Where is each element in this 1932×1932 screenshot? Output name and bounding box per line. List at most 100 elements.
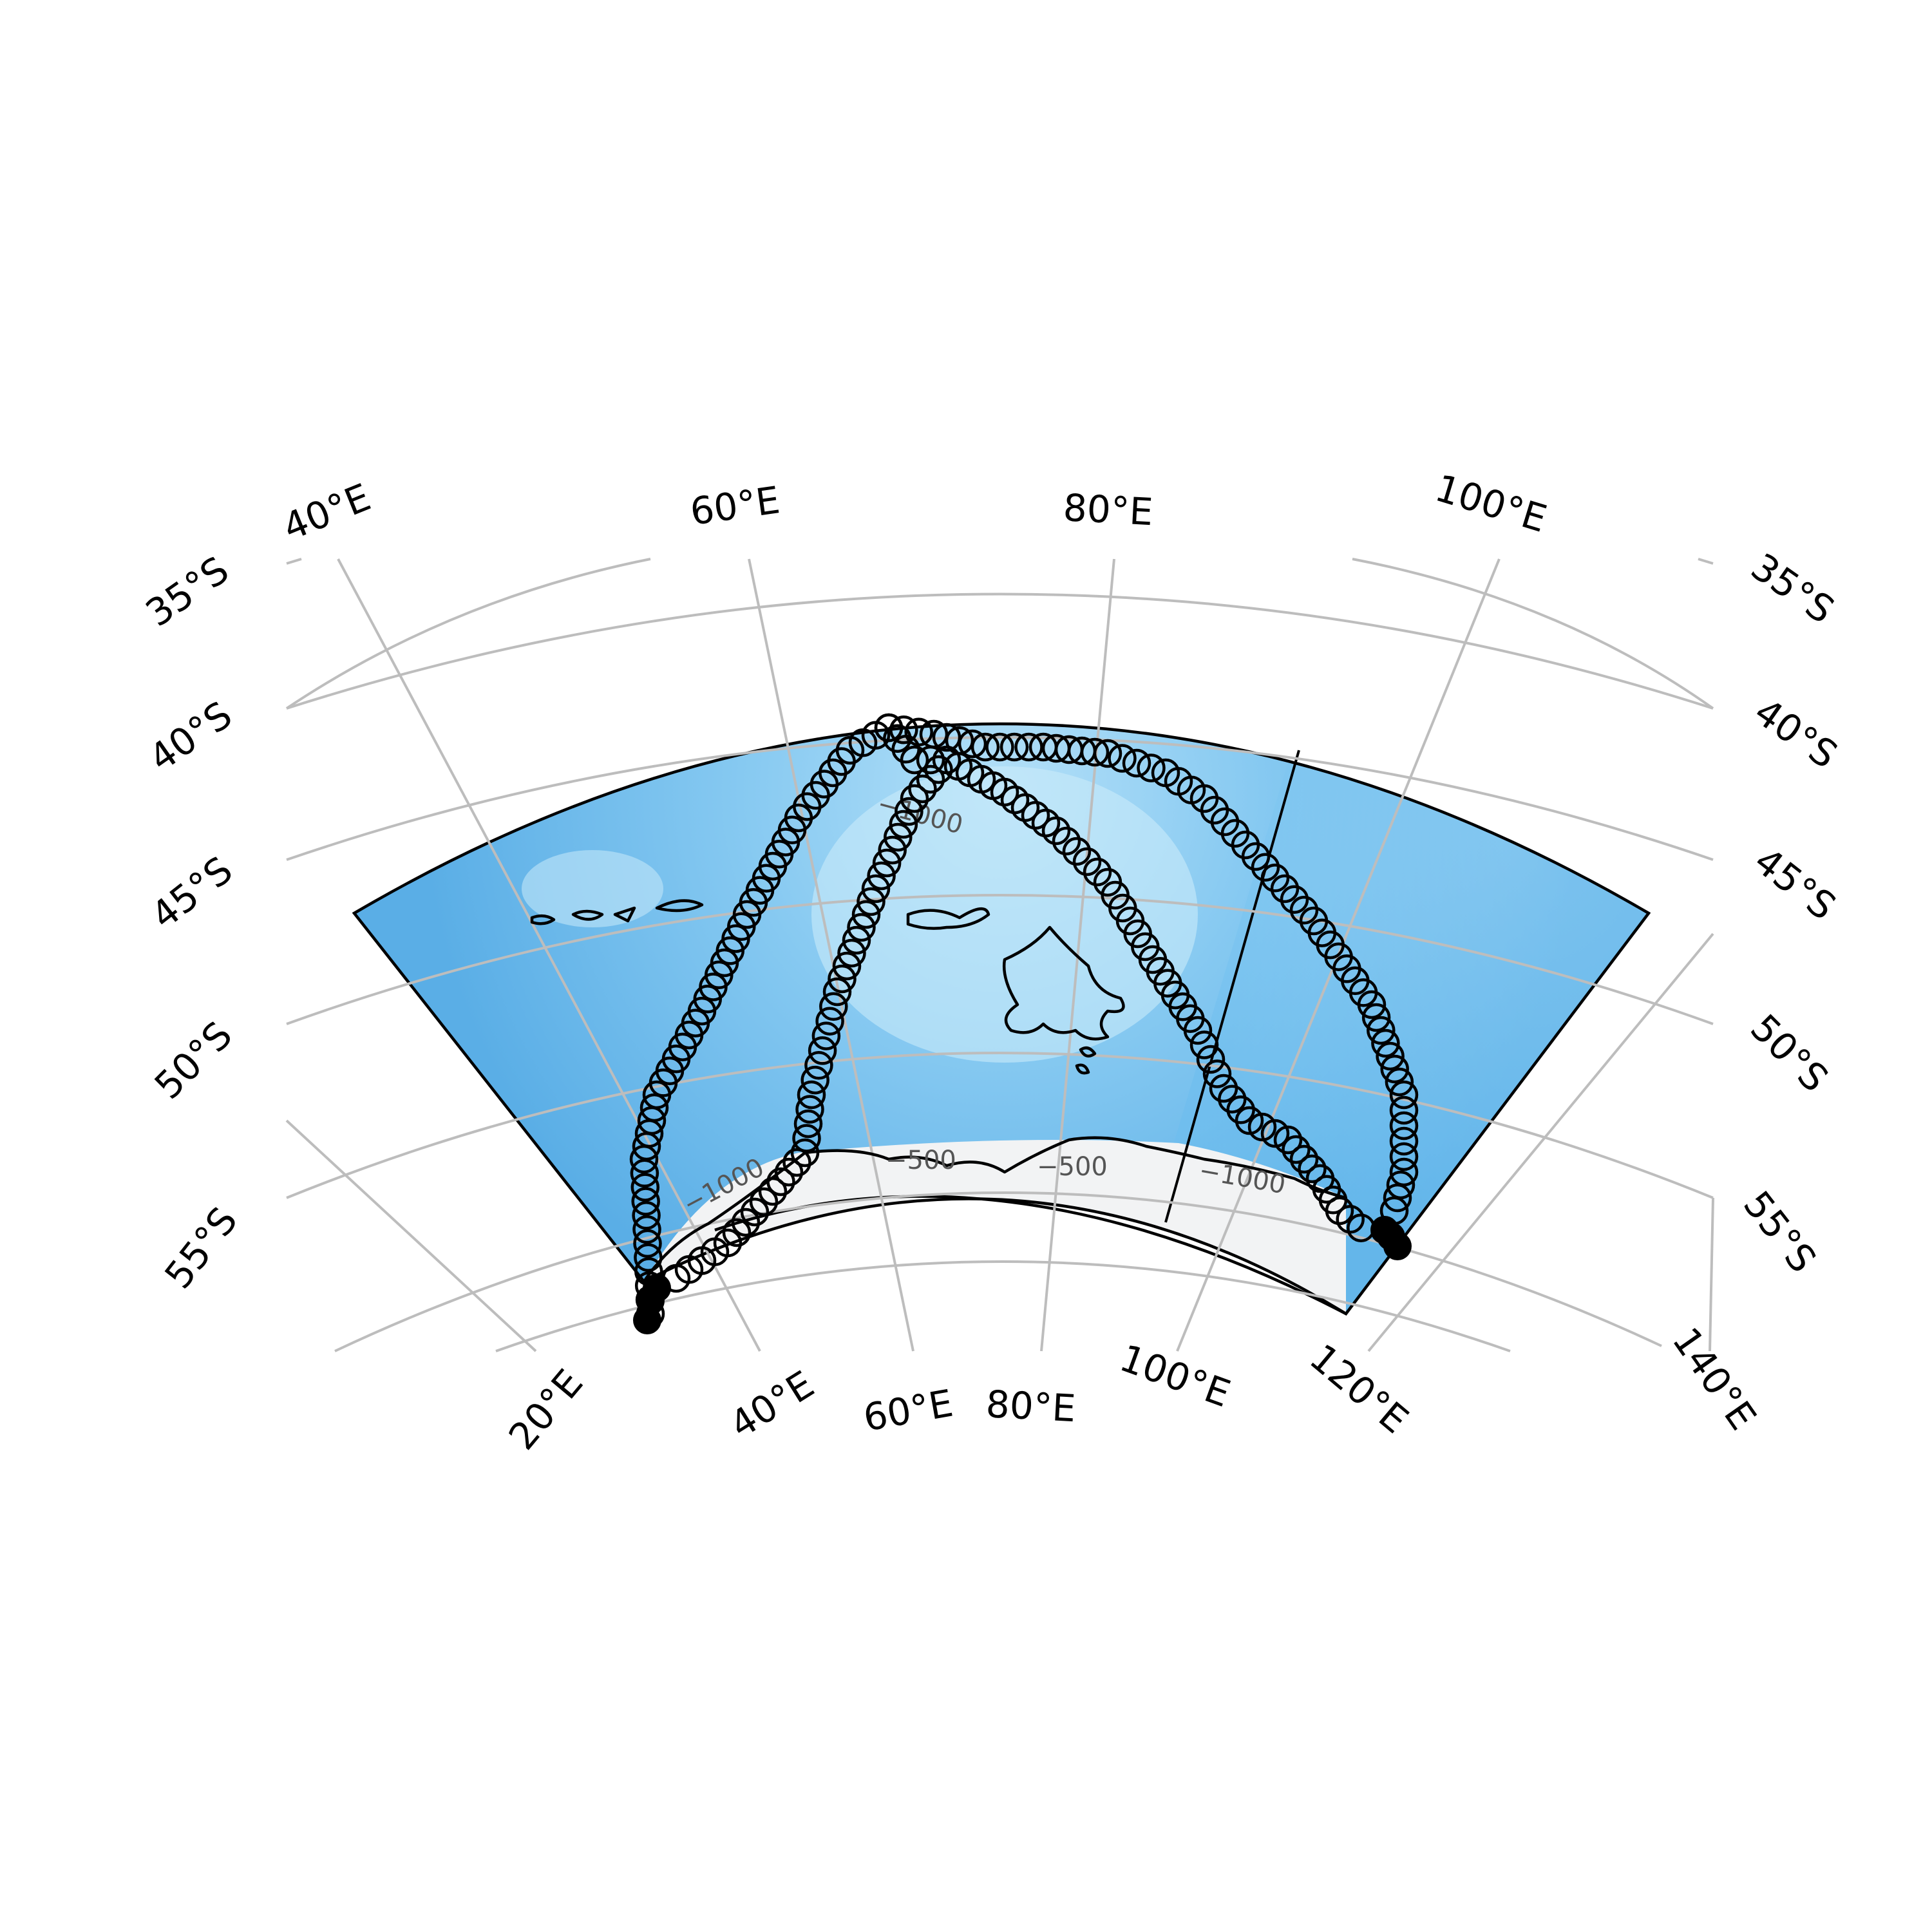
contour-label-3: −500 bbox=[886, 1146, 956, 1175]
track-point bbox=[782, 1148, 811, 1177]
track-point bbox=[1122, 748, 1151, 778]
track-point bbox=[774, 1157, 804, 1187]
track-point bbox=[740, 1197, 770, 1227]
track-point bbox=[1183, 1016, 1213, 1045]
track-point bbox=[1289, 1144, 1319, 1174]
parallel-55S bbox=[286, 1052, 1714, 1199]
track-point bbox=[630, 1173, 660, 1202]
track-point bbox=[1282, 1135, 1311, 1164]
track-point bbox=[1202, 1059, 1232, 1088]
heard-island bbox=[906, 907, 990, 930]
meridian-labels-top: 40°E 60°E 80°E 100°E bbox=[277, 466, 1552, 549]
meridian-60E-top bbox=[748, 558, 914, 1352]
parallel-label-left-35S: 35°S bbox=[138, 548, 236, 636]
track-point bbox=[884, 822, 913, 852]
track-point bbox=[1389, 1142, 1419, 1171]
track-point bbox=[1289, 896, 1319, 925]
track-point bbox=[1273, 1125, 1303, 1155]
track-point bbox=[639, 1093, 669, 1122]
track-point bbox=[722, 1218, 752, 1247]
parallel-45S bbox=[286, 736, 1714, 861]
track-point bbox=[731, 1208, 761, 1237]
boundary-line-east bbox=[1164, 750, 1300, 1223]
track-point bbox=[1376, 1041, 1405, 1071]
parallel-label-left-40S: 40°S bbox=[141, 693, 240, 781]
track-point bbox=[847, 913, 876, 942]
small-isle-2 bbox=[1075, 1063, 1090, 1075]
small-isle-1 bbox=[1079, 1046, 1097, 1058]
parallel-35S bbox=[285, 558, 1714, 710]
track-point bbox=[1260, 864, 1290, 893]
sector-panel bbox=[352, 722, 1651, 1316]
track-point bbox=[1280, 885, 1309, 914]
track-point bbox=[1137, 753, 1166, 782]
track-point bbox=[1072, 847, 1102, 876]
track-point bbox=[633, 1229, 662, 1258]
track-point bbox=[1189, 1030, 1219, 1059]
track-point bbox=[749, 1187, 779, 1217]
track-point bbox=[793, 1109, 823, 1139]
track-point bbox=[1389, 1157, 1419, 1187]
parallel-label-left-50S: 50°S bbox=[146, 1013, 241, 1108]
track-point bbox=[1385, 1067, 1414, 1097]
parallel-label-right-55S: 55°S bbox=[1735, 1183, 1825, 1281]
track-point bbox=[932, 723, 961, 752]
meridian-label-bottom-100E: 100°E bbox=[1114, 1336, 1236, 1416]
meridian-label-bottom-20E: 20°E bbox=[500, 1361, 592, 1458]
parallel-label-left-55S: 55°S bbox=[156, 1199, 246, 1297]
antarctic-ice bbox=[644, 1140, 1346, 1314]
track-point bbox=[804, 1051, 833, 1080]
track-point bbox=[916, 745, 945, 775]
track-layer bbox=[629, 713, 1419, 1334]
sector-border bbox=[352, 722, 1651, 1316]
meridian-40E-top bbox=[337, 558, 761, 1352]
parallel-label-right-40S: 40°S bbox=[1747, 690, 1845, 777]
track-point bbox=[999, 732, 1029, 762]
parallel-58S bbox=[334, 1191, 1662, 1352]
track-point bbox=[1080, 737, 1110, 767]
crozet-islands bbox=[571, 899, 704, 923]
meridian-label-top-100E: 100°E bbox=[1430, 466, 1552, 541]
track-point bbox=[1041, 816, 1071, 846]
track-point bbox=[878, 835, 907, 865]
track-point bbox=[1196, 1045, 1226, 1074]
track-point bbox=[1361, 1003, 1391, 1032]
track-point bbox=[1383, 1183, 1412, 1213]
contour-label-4: −500 bbox=[1037, 1152, 1108, 1182]
track-point bbox=[908, 774, 937, 804]
track-point bbox=[837, 938, 866, 968]
track-point bbox=[1389, 1126, 1419, 1156]
track-point bbox=[828, 964, 857, 994]
track-point bbox=[900, 784, 929, 813]
track-point bbox=[800, 1065, 829, 1095]
track-point bbox=[1371, 1028, 1400, 1058]
track-point bbox=[889, 810, 918, 839]
track-point bbox=[1062, 837, 1092, 866]
track-point bbox=[758, 1177, 788, 1206]
parallel-label-right-35S: 35°S bbox=[1743, 545, 1842, 632]
track-point bbox=[1389, 1111, 1419, 1141]
track-end-point bbox=[643, 1274, 671, 1302]
parallel-labels-right: 35°S 40°S 45°S 50°S 55°S bbox=[1735, 545, 1845, 1281]
track-point bbox=[842, 925, 871, 955]
meridian-20E-bottom bbox=[285, 1119, 537, 1352]
track-point bbox=[872, 848, 902, 878]
track-point bbox=[861, 874, 891, 904]
meridian-labels-bottom: 20°E 40°E 60°E 80°E 100°E 120°E 140°E bbox=[500, 1320, 1765, 1458]
meridian-label-top-60E: 60°E bbox=[687, 478, 782, 534]
meridian-label-bottom-60E: 60°E bbox=[860, 1381, 956, 1440]
tick-35S-right bbox=[1698, 558, 1714, 565]
coastlines bbox=[530, 899, 1347, 1283]
track-point bbox=[766, 1167, 795, 1197]
track-point bbox=[1247, 1112, 1277, 1142]
meridian-label-bottom-80E: 80°E bbox=[985, 1382, 1077, 1430]
track-point bbox=[916, 764, 945, 794]
shallow-ridge bbox=[522, 850, 663, 927]
track-point bbox=[811, 1021, 841, 1050]
meridian-label-top-40E: 40°E bbox=[277, 475, 377, 549]
parallel-40S bbox=[286, 592, 1714, 710]
track-end-point bbox=[1370, 1216, 1399, 1244]
track-point bbox=[1380, 1054, 1409, 1084]
parallel-label-right-50S: 50°S bbox=[1742, 1006, 1837, 1101]
